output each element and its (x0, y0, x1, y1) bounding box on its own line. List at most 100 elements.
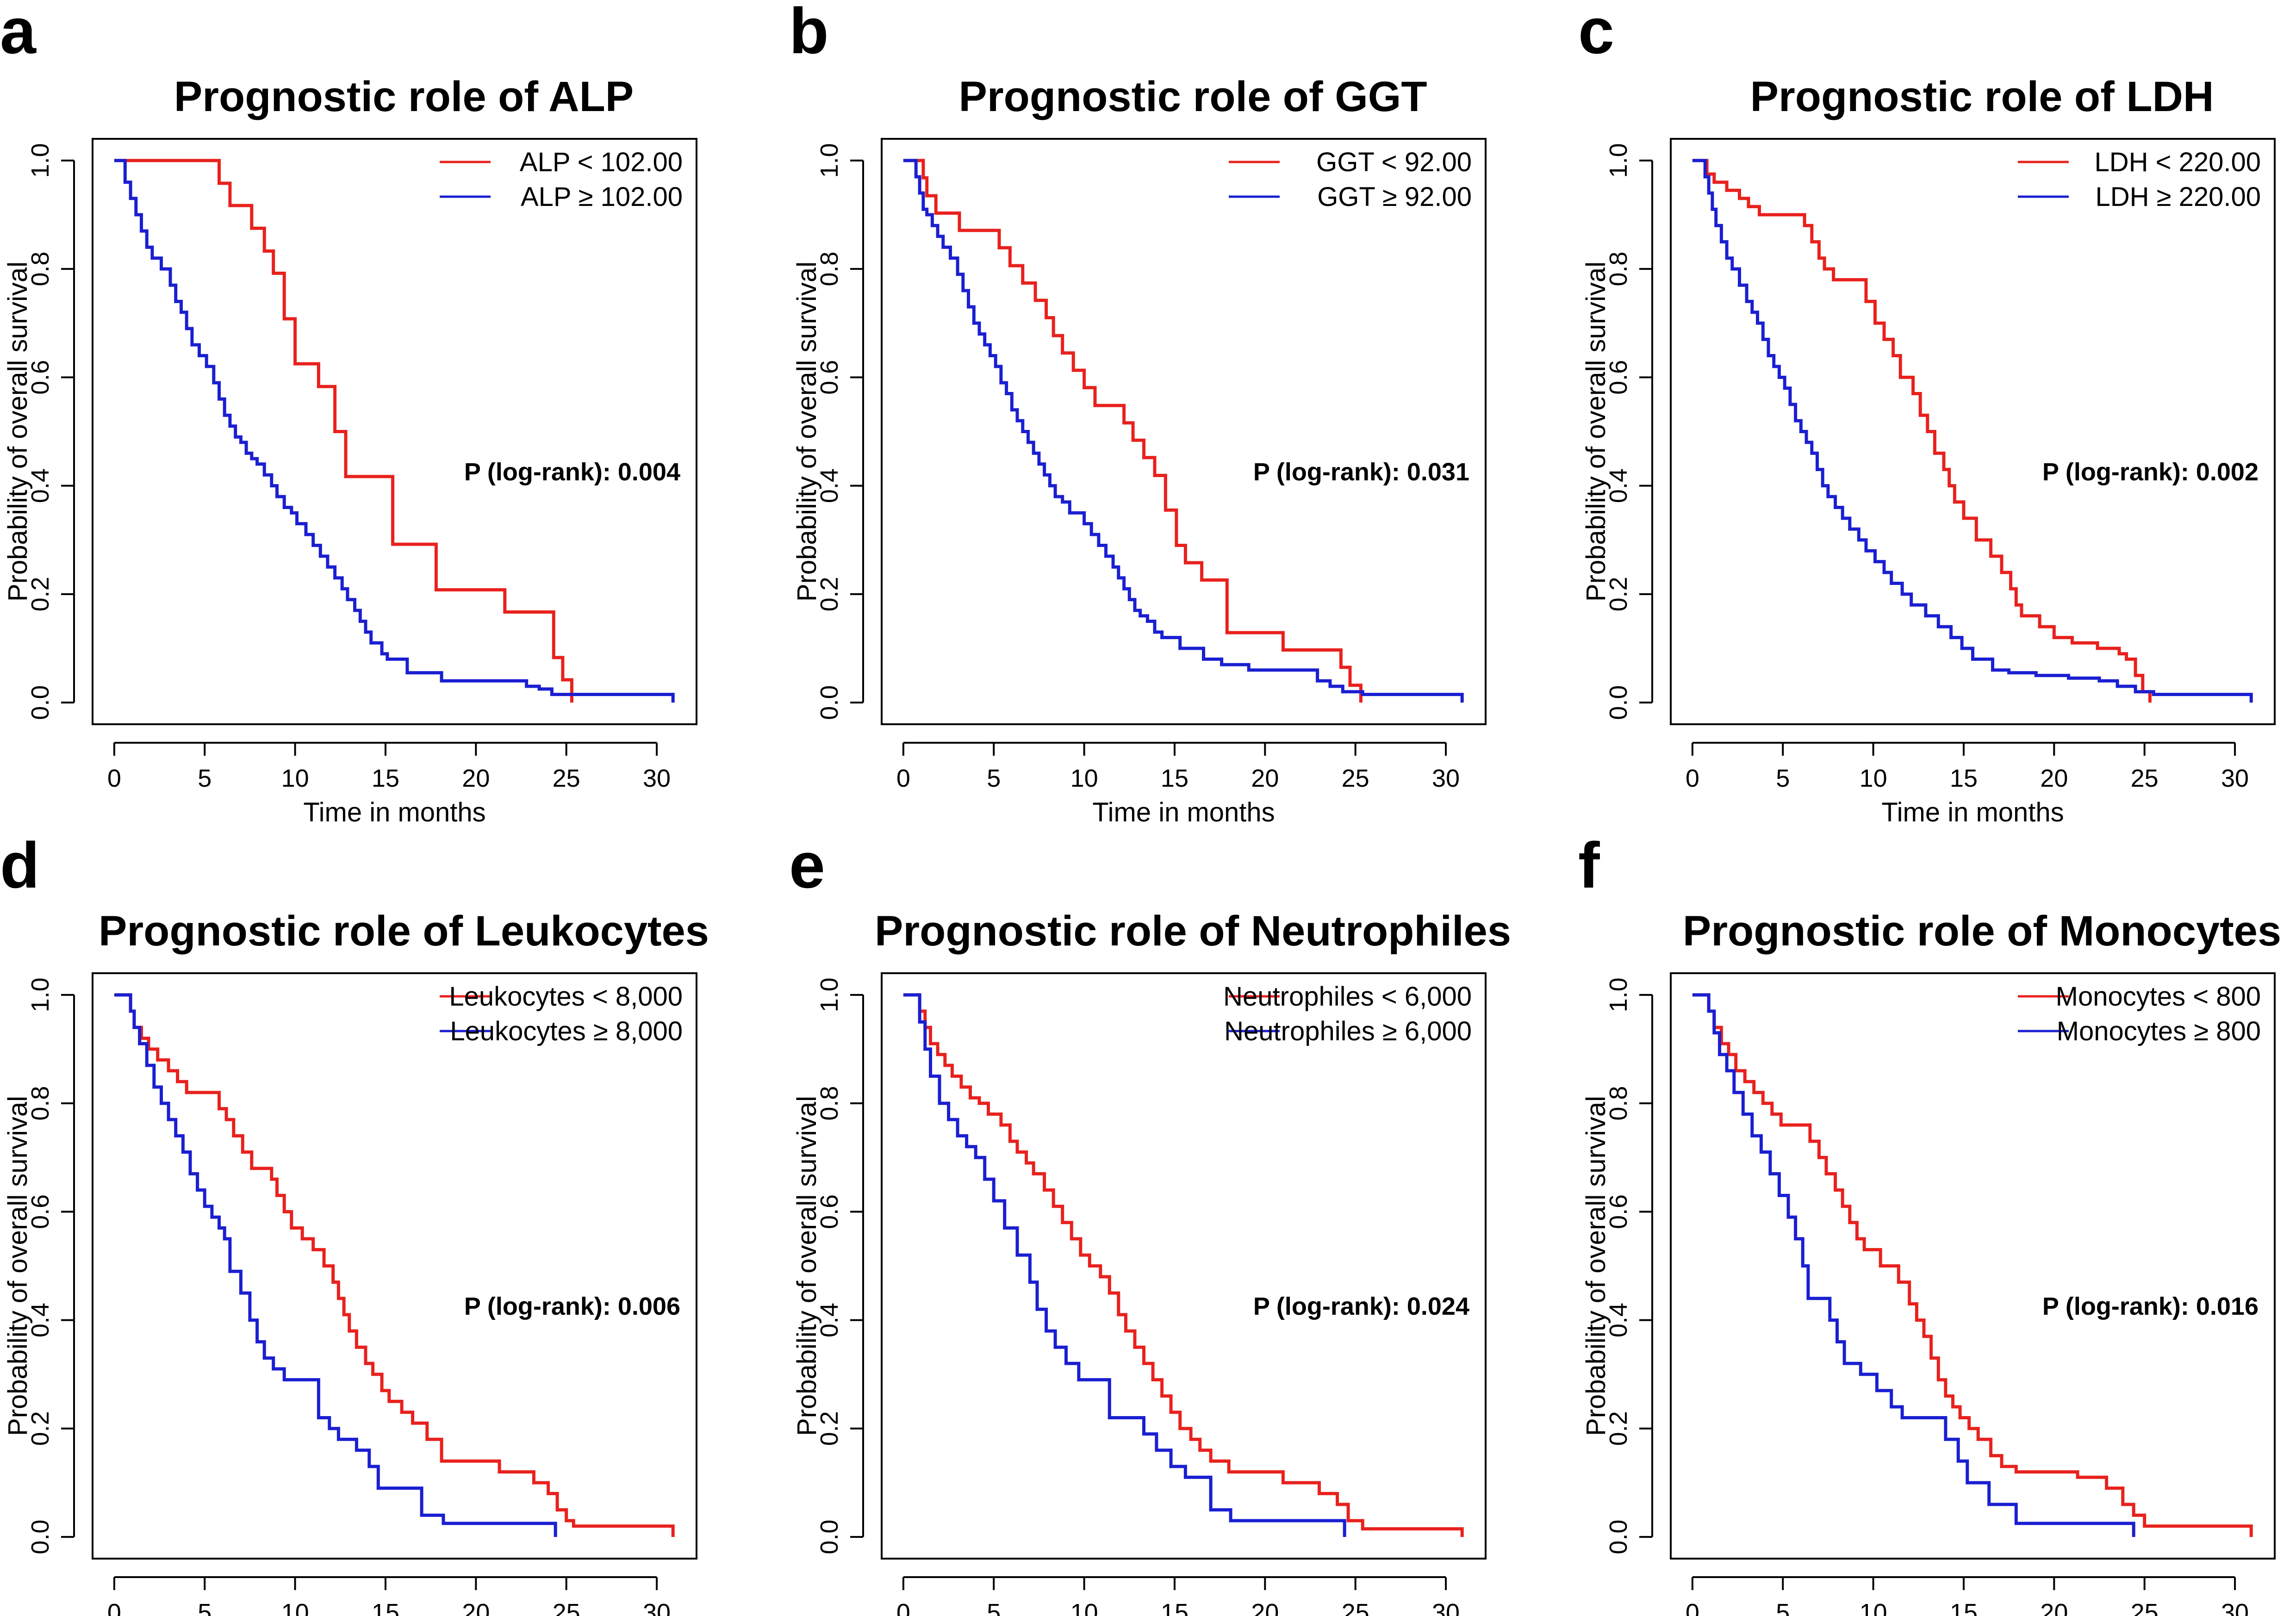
x-tick-label: 25 (2131, 1599, 2159, 1616)
x-tick-label: 5 (987, 1599, 1001, 1616)
survival-curve-low (1692, 159, 2152, 703)
x-tick-label: 30 (2221, 1599, 2249, 1616)
y-tick-label: 0.0 (815, 685, 843, 720)
x-tick-label: 15 (372, 764, 399, 792)
panel-letter: d (0, 829, 40, 901)
y-tick-label: 1.0 (1605, 143, 1632, 178)
x-tick-label: 10 (1070, 764, 1098, 792)
plot-frame (92, 972, 697, 1560)
legend-label: ALP < 102.00 (520, 147, 683, 177)
y-tick-label: 0.2 (815, 577, 843, 611)
x-tick-label: 25 (2131, 764, 2159, 792)
x-tick-label: 15 (1950, 764, 1978, 792)
y-tick-label: 0.4 (815, 1303, 843, 1337)
y-tick-label: 0.0 (1605, 685, 1632, 720)
x-axis-label: Time in months (1881, 797, 2064, 827)
x-tick-label: 25 (1342, 1599, 1369, 1616)
x-tick-label: 0 (896, 764, 910, 792)
x-tick-label: 5 (198, 764, 212, 792)
y-tick-label: 0.4 (815, 468, 843, 503)
survival-curve-high (114, 993, 557, 1537)
x-tick-label: 20 (1251, 1599, 1279, 1616)
x-tick-label: 5 (1776, 764, 1790, 792)
pvalue-annotation: P (log-rank): 0.002 (2042, 458, 2259, 486)
y-tick-label: 0.6 (26, 360, 54, 395)
pvalue-label: P (log-rank): (464, 458, 618, 486)
survival-curve-low (114, 159, 573, 703)
y-tick-label: 0.6 (1605, 360, 1632, 395)
x-tick-label: 5 (198, 1599, 212, 1616)
y-tick-label: 1.0 (815, 977, 843, 1012)
x-tick-label: 15 (1161, 764, 1188, 792)
x-tick-label: 30 (643, 764, 671, 792)
legend-label: Monocytes < 800 (2056, 982, 2261, 1012)
pvalue-value: 0.006 (618, 1293, 680, 1320)
x-tick-label: 10 (1860, 1599, 1887, 1616)
chart-title: Prognostic role of ALP (174, 73, 634, 120)
chart-title: Prognostic role of LDH (1750, 73, 2214, 120)
chart-title: Prognostic role of Neutrophiles (875, 907, 1511, 955)
y-tick-label: 0.6 (815, 1194, 843, 1229)
y-axis-label: Probability of overall survival (3, 261, 33, 602)
pvalue-value: 0.002 (2196, 458, 2259, 486)
y-tick-label: 0.0 (26, 1520, 54, 1554)
x-tick-label: 20 (1251, 764, 1279, 792)
x-tick-label: 0 (107, 764, 121, 792)
plot-frame (881, 138, 1487, 725)
y-tick-label: 0.0 (815, 1520, 843, 1554)
y-tick-label: 1.0 (1605, 977, 1632, 1012)
y-tick-label: 0.8 (815, 252, 843, 286)
legend-label: LDH < 220.00 (2094, 147, 2261, 177)
chart-title: Prognostic role of Monocytes (1683, 907, 2281, 955)
x-tick-label: 20 (462, 1599, 490, 1616)
y-tick-label: 0.8 (1605, 252, 1632, 286)
pvalue-label: P (log-rank): (2042, 1293, 2196, 1320)
x-tick-label: 10 (1860, 764, 1887, 792)
survival-curve-high (1692, 993, 2135, 1537)
panel-letter: e (789, 829, 825, 901)
y-tick-label: 0.4 (1605, 468, 1632, 503)
y-tick-label: 0.4 (26, 1303, 54, 1337)
legend-label: Monocytes ≥ 800 (2057, 1016, 2261, 1046)
x-axis-label: Time in months (1092, 797, 1275, 827)
plot-frame (1670, 138, 2276, 725)
x-tick-label: 10 (281, 764, 309, 792)
plot-frame (881, 972, 1487, 1560)
pvalue-label: P (log-rank): (2042, 458, 2196, 486)
survival-curve-low (903, 993, 1464, 1537)
y-tick-label: 0.2 (26, 1411, 54, 1446)
plot-frame (1670, 972, 2276, 1560)
y-tick-label: 0.8 (26, 252, 54, 286)
panel-letter: f (1578, 829, 1600, 901)
y-tick-label: 0.2 (1605, 1411, 1632, 1446)
x-tick-label: 0 (896, 1599, 910, 1616)
panel-letter: c (1578, 0, 1614, 67)
pvalue-value: 0.004 (618, 458, 680, 486)
y-axis-label: Probability of overall survival (792, 1096, 822, 1436)
survival-curve-high (1692, 159, 2253, 703)
y-tick-label: 0.4 (26, 468, 54, 503)
y-tick-label: 0.8 (26, 1086, 54, 1121)
pvalue-annotation: P (log-rank): 0.016 (2042, 1293, 2259, 1320)
x-axis-label: Time in months (303, 797, 485, 827)
y-tick-label: 0.2 (26, 577, 54, 611)
chart-panel-a: a Prognostic role of ALP 0 5 10 15 20 25 30 Time … (0, 0, 697, 827)
y-axis-label: Probability of overall survival (792, 261, 822, 602)
y-tick-label: 0.6 (815, 360, 843, 395)
x-tick-label: 30 (1432, 764, 1460, 792)
x-tick-label: 0 (1686, 1599, 1699, 1616)
x-tick-label: 30 (643, 1599, 671, 1616)
pvalue-label: P (log-rank): (1253, 458, 1407, 486)
survival-curve-high (114, 159, 675, 703)
y-axis-label: Probability of overall survival (1581, 1096, 1611, 1436)
legend-label: ALP ≥ 102.00 (521, 182, 683, 212)
y-tick-label: 0.2 (815, 1411, 843, 1446)
panel-letter: b (789, 0, 829, 67)
chart-title: Prognostic role of Leukocytes (99, 907, 709, 955)
x-tick-label: 0 (1686, 764, 1699, 792)
y-tick-label: 1.0 (26, 143, 54, 178)
pvalue-annotation: P (log-rank): 0.024 (1253, 1293, 1469, 1320)
legend-label: GGT < 92.00 (1316, 147, 1472, 177)
y-tick-label: 0.2 (1605, 577, 1632, 611)
